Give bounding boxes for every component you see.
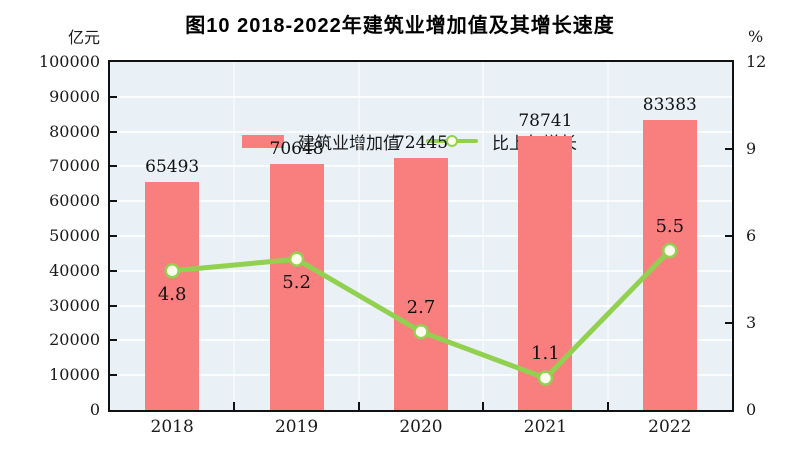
line-series-sample	[426, 134, 478, 148]
left-axis-tick-label: 100000	[38, 52, 100, 71]
right-axis-tick	[725, 148, 732, 150]
line-marker	[413, 323, 429, 340]
x-axis-category-label: 2021	[523, 417, 568, 437]
left-axis-tick-label: 40000	[49, 260, 100, 280]
right-axis-tick	[725, 235, 732, 237]
right-axis-unit-label: %	[748, 27, 764, 46]
line-point-label: 1.1	[531, 343, 560, 365]
line-point-label: 4.8	[157, 283, 187, 305]
left-axis-tick	[110, 95, 117, 98]
gridline-horizontal	[110, 95, 732, 98]
x-axis-category-label: 2020	[399, 417, 443, 437]
left-axis-tick	[110, 269, 117, 272]
left-axis-tick-label: 80000	[49, 121, 100, 141]
line-marker	[662, 242, 678, 259]
bar-series-legend-label: 建筑业增加值	[298, 133, 400, 154]
left-axis-tick-label: 0	[89, 400, 100, 419]
line-marker	[288, 251, 305, 267]
bar-value-label: 83383	[642, 94, 697, 115]
left-axis-tick	[110, 235, 117, 237]
x-axis-tick	[233, 402, 236, 410]
left-axis-tick-label: 30000	[49, 295, 100, 315]
left-axis-tick-label: 50000	[49, 226, 100, 245]
left-axis-tick-label: 20000	[49, 330, 100, 350]
right-axis-tick-label: 9	[746, 139, 757, 158]
x-axis-category-label: 2018	[150, 417, 194, 437]
bar	[642, 119, 697, 410]
chart-title: 图10 2018-2022年建筑业增加值及其增长速度	[185, 15, 615, 37]
line-series-marker-icon	[446, 135, 458, 147]
line-point-label: 5.5	[655, 215, 685, 237]
line-point-label: 2.7	[406, 296, 436, 318]
left-axis-tick-label: 10000	[49, 365, 100, 385]
left-axis-tick-label: 90000	[49, 86, 100, 106]
bar-value-label: 72445	[393, 132, 449, 153]
right-axis-tick-label: 0	[746, 400, 757, 419]
x-axis-category-label: 2022	[648, 417, 692, 437]
x-axis-tick	[482, 402, 485, 410]
bar-value-label: 65493	[145, 157, 200, 178]
right-axis-tick-label: 12	[746, 52, 767, 71]
x-axis-tick	[606, 402, 609, 410]
gridline-vertical	[357, 62, 360, 410]
right-axis-tick-label: 3	[746, 313, 757, 332]
left-axis-tick	[110, 200, 117, 203]
left-axis-unit-label: 亿元	[67, 28, 100, 47]
line-marker	[537, 370, 554, 386]
gridline-vertical	[606, 62, 609, 410]
bar	[145, 182, 200, 410]
left-axis-tick	[110, 130, 117, 133]
line-marker	[164, 263, 180, 279]
plot-area: 建筑业增加值 比上年增长	[108, 60, 734, 412]
bar	[269, 164, 324, 410]
bar-value-label: 70648	[269, 139, 324, 160]
bar	[394, 157, 448, 410]
growth-line-chart	[164, 242, 678, 386]
bar-value-label: 78741	[518, 110, 573, 131]
bar-series-swatch	[242, 134, 284, 148]
left-axis-tick-label: 70000	[49, 156, 100, 176]
right-axis-tick-label: 6	[746, 226, 757, 245]
left-axis-tick	[110, 339, 117, 342]
left-axis-tick	[110, 374, 117, 377]
gridline-horizontal	[110, 130, 732, 133]
right-axis-tick	[725, 322, 732, 324]
left-axis-tick	[110, 165, 117, 168]
line-point-label: 5.2	[282, 272, 311, 294]
bar	[518, 135, 573, 410]
left-axis-tick	[110, 304, 117, 307]
x-axis-tick	[357, 402, 360, 410]
left-axis-tick-label: 60000	[49, 191, 100, 211]
gridline-vertical	[482, 62, 485, 410]
gridline-vertical	[233, 62, 236, 410]
x-axis-category-label: 2019	[274, 417, 319, 437]
